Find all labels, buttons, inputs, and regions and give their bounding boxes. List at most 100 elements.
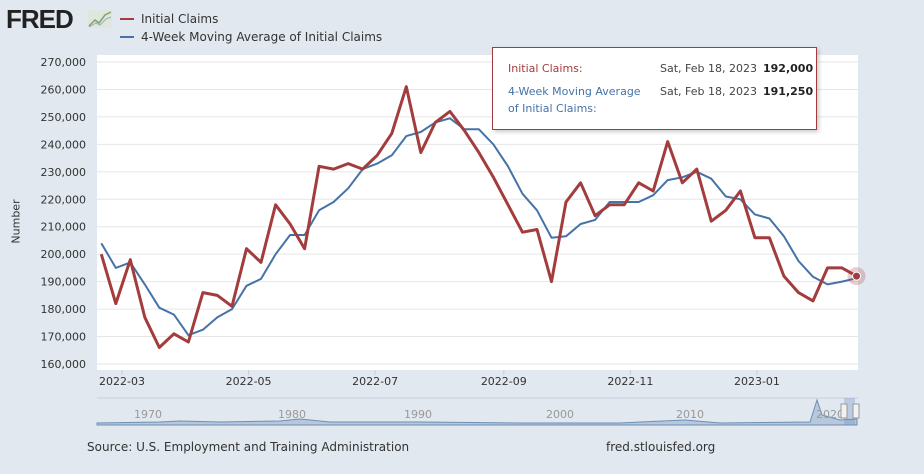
data-point[interactable] [172,313,176,317]
data-point[interactable] [666,140,670,144]
data-point[interactable] [201,328,205,332]
data-point[interactable] [303,247,307,251]
data-point[interactable] [462,129,466,133]
data-point[interactable] [753,236,757,240]
data-point[interactable] [709,177,713,181]
data-point[interactable] [259,277,263,281]
fred-logo[interactable]: FRED [6,4,74,34]
data-point[interactable] [491,142,495,146]
legend-item-initial-claims[interactable]: Initial Claims [120,10,382,28]
data-point[interactable] [796,291,800,295]
data-point[interactable] [840,280,844,284]
data-point[interactable] [550,236,554,240]
data-point[interactable] [491,175,495,179]
data-point[interactable] [274,203,278,207]
data-point[interactable] [637,200,641,204]
data-point[interactable] [419,130,423,134]
data-point[interactable] [637,181,641,185]
data-point[interactable] [695,167,699,171]
navigator-selection[interactable] [844,398,855,425]
data-point[interactable] [811,299,815,303]
data-point[interactable] [826,266,830,270]
data-point[interactable] [520,230,524,234]
data-point[interactable] [709,219,713,223]
data-point[interactable] [651,193,655,197]
data-point[interactable] [724,195,728,199]
data-point[interactable] [651,189,655,193]
data-point[interactable] [288,233,292,237]
legend-swatch [120,18,134,20]
data-point[interactable] [99,252,103,256]
data-point[interactable] [157,306,161,310]
data-point[interactable] [143,315,147,319]
data-point[interactable] [259,260,263,264]
data-point[interactable] [114,302,118,306]
data-point[interactable] [579,181,583,185]
data-point[interactable] [782,234,786,238]
data-point[interactable] [782,274,786,278]
data-point[interactable] [375,162,379,166]
data-point[interactable] [564,234,568,238]
data-point[interactable] [390,153,394,157]
data-point[interactable] [201,291,205,295]
data-point[interactable] [738,189,742,193]
data-point[interactable] [172,332,176,336]
data-point[interactable] [317,164,321,168]
data-point[interactable] [215,293,219,297]
navigator-handle[interactable] [840,403,848,419]
data-point[interactable] [535,208,539,212]
data-point[interactable] [288,222,292,226]
data-point[interactable] [840,266,844,270]
data-point[interactable] [593,214,597,218]
data-point[interactable] [332,167,336,171]
data-point[interactable] [230,304,234,308]
data-point[interactable] [448,116,452,120]
data-point[interactable] [767,236,771,240]
site-link[interactable]: fred.stlouisfed.org [606,440,716,454]
data-point[interactable] [520,192,524,196]
data-point[interactable] [767,216,771,220]
data-point[interactable] [128,258,132,262]
data-point[interactable] [796,259,800,263]
data-point[interactable] [390,131,394,135]
data-point[interactable] [753,212,757,216]
data-point[interactable] [724,208,728,212]
data-point[interactable] [448,109,452,113]
data-point[interactable] [114,266,118,270]
navigator-handle[interactable] [852,403,860,419]
data-point[interactable] [579,222,583,226]
data-point[interactable] [506,203,510,207]
data-point[interactable] [477,127,481,131]
data-point[interactable] [361,167,365,171]
data-point[interactable] [274,252,278,256]
data-point[interactable] [666,178,670,182]
data-point[interactable] [346,162,350,166]
data-point[interactable] [143,282,147,286]
data-point[interactable] [375,153,379,157]
data-point[interactable] [433,120,437,124]
data-point[interactable] [346,186,350,190]
data-point[interactable] [477,151,481,155]
data-point[interactable] [215,315,219,319]
data-point[interactable] [593,218,597,222]
data-point[interactable] [826,282,830,286]
data-point[interactable] [404,134,408,138]
data-point[interactable] [245,284,249,288]
legend-item-moving-average[interactable]: 4-Week Moving Average of Initial Claims [120,28,382,46]
data-point[interactable] [680,181,684,185]
data-point[interactable] [608,203,612,207]
data-point[interactable] [622,203,626,207]
data-point[interactable] [564,200,568,204]
data-point[interactable] [550,280,554,284]
data-point[interactable] [186,340,190,344]
data-point[interactable] [99,241,103,245]
data-point[interactable] [332,200,336,204]
data-point[interactable] [157,346,161,350]
data-point[interactable] [245,247,249,251]
data-point[interactable] [811,275,815,279]
data-point[interactable] [404,85,408,89]
data-point[interactable] [535,227,539,231]
data-point[interactable] [317,208,321,212]
data-point[interactable] [419,151,423,155]
data-point[interactable] [506,164,510,168]
